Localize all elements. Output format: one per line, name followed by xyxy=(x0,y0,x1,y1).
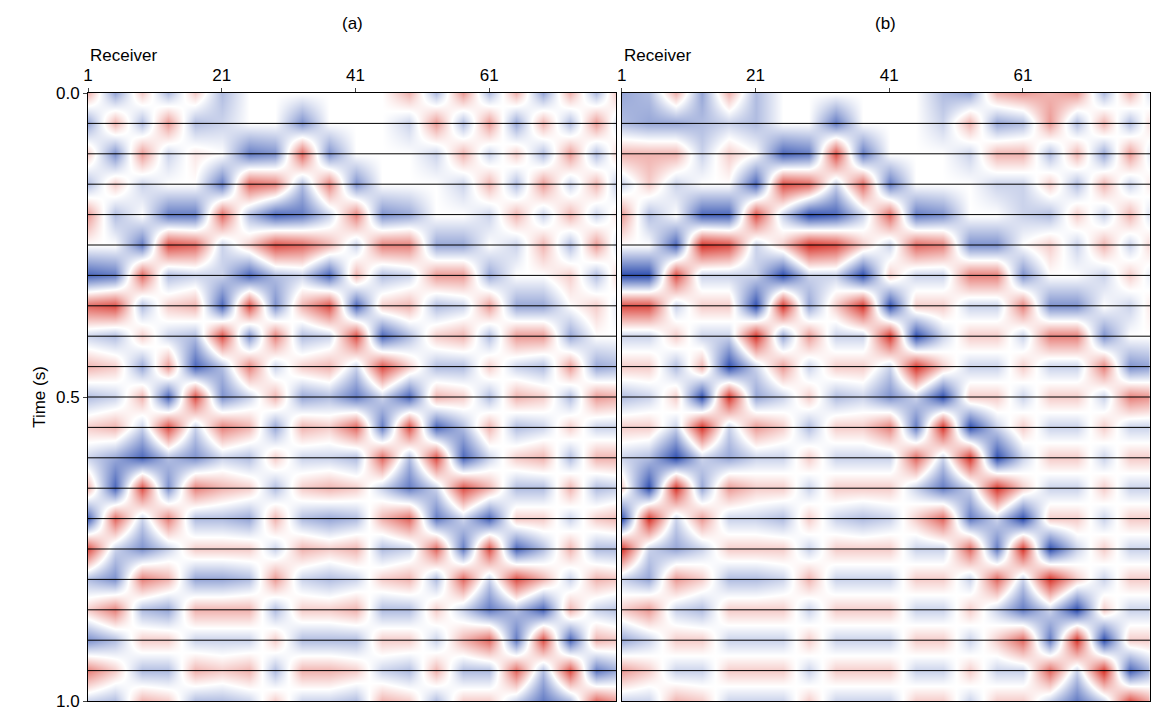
svg-text:Receiver: Receiver xyxy=(90,46,157,65)
svg-text:(b): (b) xyxy=(875,14,896,33)
svg-text:0.0: 0.0 xyxy=(56,84,80,103)
svg-text:61: 61 xyxy=(480,66,499,85)
svg-text:41: 41 xyxy=(880,66,899,85)
svg-text:21: 21 xyxy=(212,66,231,85)
svg-text:Time (s): Time (s) xyxy=(30,366,49,428)
svg-text:1: 1 xyxy=(617,66,626,85)
svg-text:1.0: 1.0 xyxy=(56,692,80,711)
svg-text:41: 41 xyxy=(346,66,365,85)
svg-text:Receiver: Receiver xyxy=(624,46,691,65)
svg-text:(a): (a) xyxy=(342,14,363,33)
svg-text:21: 21 xyxy=(746,66,765,85)
svg-text:61: 61 xyxy=(1013,66,1032,85)
svg-text:1: 1 xyxy=(83,66,92,85)
svg-text:0.5: 0.5 xyxy=(56,388,80,407)
